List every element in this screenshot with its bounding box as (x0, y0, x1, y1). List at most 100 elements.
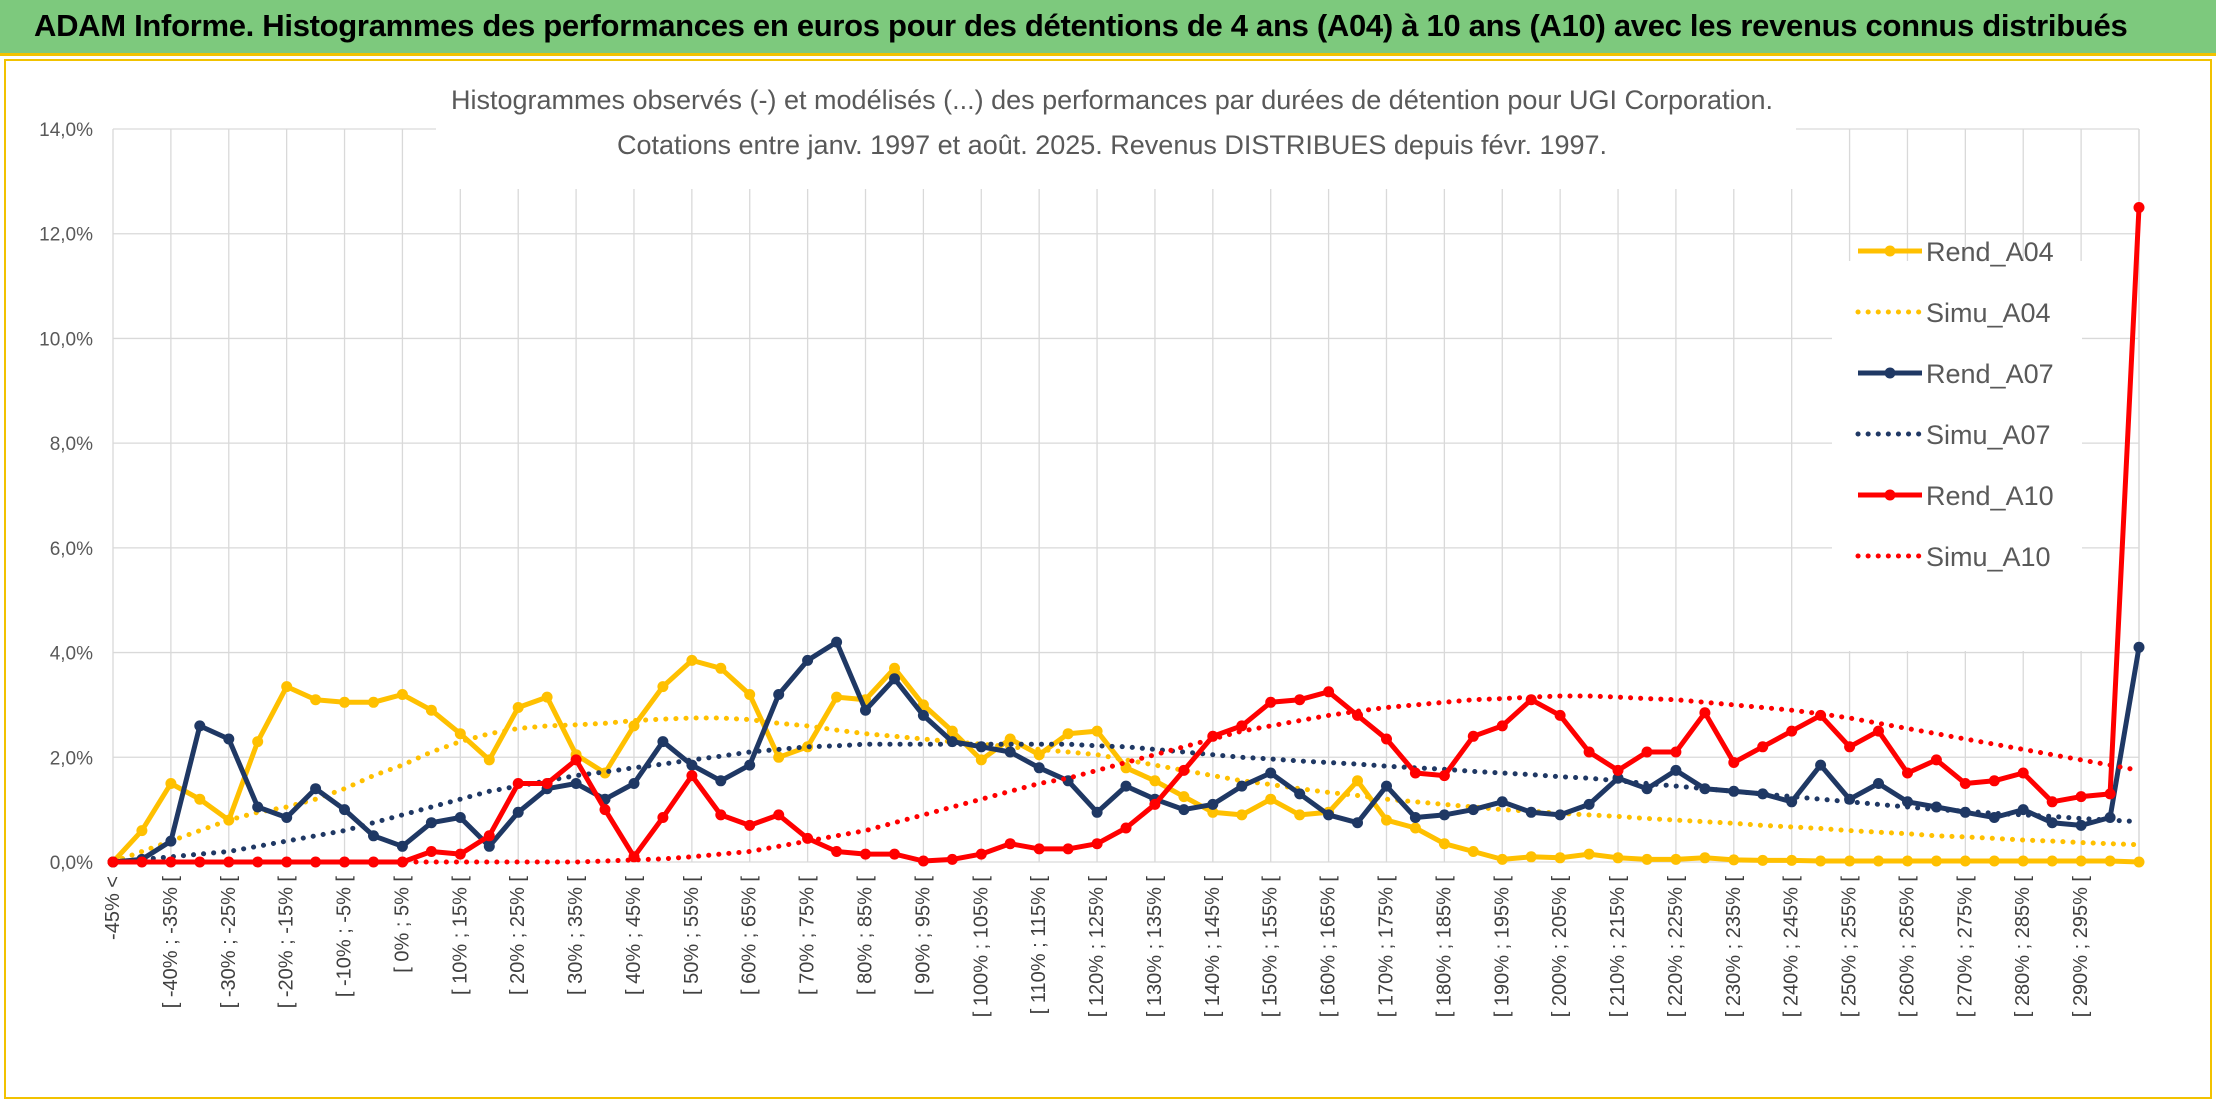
x-tick-label: [ 220% ; 225% [ (1665, 876, 1687, 1018)
series-rend-a10 (107, 202, 2145, 868)
data-point-rend-a10 (1786, 725, 1798, 737)
chart-svg: 0,0% 2,0% 4,0% 6,0% 8,0% 10,0% 12,0% 14,0% -45%… (39, 61, 2145, 1018)
data-point-rend-a07 (860, 704, 871, 716)
legend-item-rend-a10: Rend_A10 (1858, 481, 2054, 511)
data-point-rend-a10 (396, 856, 408, 868)
data-point-rend-a10 (194, 856, 206, 868)
data-point-rend-a07 (1033, 762, 1045, 774)
y-tick-label: 8,0% (50, 434, 93, 455)
data-point-rend-a07 (512, 806, 524, 818)
x-tick-label: [ 90% ; 95% [ (912, 876, 934, 995)
data-point-rend-a07 (425, 817, 437, 829)
data-point-rend-a04 (889, 662, 900, 674)
data-point-rend-a10 (1265, 696, 1277, 708)
data-point-rend-a04 (773, 751, 785, 763)
data-point-rend-a10 (425, 846, 437, 857)
data-point-rend-a04 (1815, 855, 1827, 867)
x-tick-label: [ 110% ; 115% [ (1028, 876, 1050, 1015)
data-point-rend-a04 (1178, 791, 1190, 803)
data-point-rend-a07 (1670, 764, 1682, 776)
data-point-rend-a07 (396, 840, 408, 852)
x-tick-label: [ 240% ; 245% [ (1781, 876, 1803, 1018)
series-rend-a04 (107, 654, 2145, 868)
data-point-rend-a07 (1265, 767, 1277, 779)
data-point-rend-a04 (1757, 854, 1769, 866)
x-tick-label: [ 190% ; 195% [ (1491, 876, 1513, 1018)
data-point-rend-a10 (2133, 202, 2145, 213)
legend-item-rend-a07: Rend_A07 (1858, 359, 2054, 389)
data-point-rend-a07 (1352, 817, 1363, 829)
data-point-rend-a10 (1178, 764, 1190, 776)
data-point-rend-a10 (1323, 686, 1335, 698)
data-point-rend-a10 (1902, 767, 1913, 779)
data-point-rend-a07 (1409, 812, 1421, 823)
data-point-rend-a04 (1352, 775, 1363, 787)
data-point-rend-a04 (310, 694, 322, 706)
data-point-rend-a10 (1033, 843, 1045, 855)
data-point-rend-a04 (1988, 855, 2000, 867)
data-point-rend-a04 (1033, 749, 1045, 761)
data-point-rend-a07 (1902, 796, 1913, 808)
data-point-rend-a07 (1323, 809, 1335, 821)
data-point-rend-a04 (136, 825, 148, 837)
data-point-rend-a07 (1583, 798, 1595, 810)
data-point-rend-a10 (1612, 764, 1624, 776)
data-point-rend-a10 (2017, 767, 2029, 779)
legend-label: Rend_A07 (1926, 359, 2054, 389)
data-point-rend-a07 (2046, 817, 2058, 829)
x-tick-label: [ 30% ; 35% [ (565, 876, 587, 995)
data-point-rend-a04 (917, 699, 929, 711)
x-tick-label: [ 100% ; 105% [ (970, 876, 992, 1018)
x-tick-label: [ 180% ; 185% [ (1433, 876, 1455, 1018)
legend-item-rend-a04: Rend_A04 (1858, 237, 2054, 267)
chart-title: Histogrammes observés (-) et modélisés (… (436, 61, 1796, 189)
banner-title: ADAM Informe. Histogrammes des performan… (34, 8, 2128, 43)
x-tick-label: [ 260% ; 265% [ (1896, 876, 1918, 1018)
x-tick-label: [ 170% ; 175% [ (1375, 876, 1397, 1018)
data-point-rend-a10 (1409, 767, 1421, 779)
data-point-rend-a10 (917, 855, 929, 867)
data-point-rend-a07 (889, 673, 900, 685)
data-point-rend-a10 (1728, 757, 1740, 768)
data-point-rend-a04 (1438, 838, 1450, 850)
legend-marker (1884, 489, 1896, 501)
data-point-rend-a07 (1091, 806, 1103, 818)
x-tick-label: [ 200% ; 205% [ (1549, 876, 1571, 1018)
data-point-rend-a07 (1294, 788, 1306, 800)
data-point-rend-a04 (1149, 775, 1161, 787)
data-point-rend-a10 (1988, 775, 2000, 787)
data-point-rend-a10 (2104, 788, 2116, 800)
data-point-rend-a10 (1757, 741, 1769, 753)
data-point-rend-a10 (1959, 778, 1971, 789)
data-point-rend-a04 (541, 691, 553, 703)
data-point-rend-a04 (1207, 806, 1219, 818)
series-line-simu-a10 (110, 693, 2142, 865)
data-point-rend-a04 (1409, 822, 1421, 834)
x-tick-label: [ 10% ; 15% [ (449, 876, 471, 995)
legend-background (1832, 261, 2082, 651)
data-point-rend-a04 (281, 681, 293, 693)
data-point-rend-a10 (657, 812, 669, 823)
data-point-rend-a10 (1467, 730, 1479, 742)
legend-label: Simu_A07 (1926, 420, 2051, 450)
data-point-rend-a10 (512, 778, 524, 789)
data-point-rend-a10 (1438, 770, 1450, 782)
x-tick-label: [ 20% ; 25% [ (507, 876, 529, 995)
x-tick-label: [ -40% ; -35% [ (160, 876, 182, 1009)
data-point-rend-a04 (2075, 855, 2087, 867)
data-point-rend-a10 (1149, 798, 1161, 810)
x-tick-label: -45% < (102, 876, 124, 940)
x-tick-label: [ 70% ; 75% [ (797, 876, 819, 995)
x-tick-label: [ -10% ; -5% [ (334, 876, 356, 998)
data-point-rend-a04 (1728, 854, 1740, 866)
data-point-rend-a10 (570, 754, 582, 766)
data-point-rend-a04 (946, 725, 958, 737)
data-point-rend-a10 (2075, 791, 2087, 803)
data-point-rend-a07 (339, 804, 350, 816)
y-tick-label: 0,0% (50, 853, 93, 874)
y-tick-label: 12,0% (39, 225, 93, 246)
data-point-rend-a07 (2017, 804, 2029, 816)
data-point-rend-a10 (975, 848, 987, 860)
data-point-rend-a04 (483, 754, 495, 766)
data-point-rend-a10 (483, 830, 495, 842)
